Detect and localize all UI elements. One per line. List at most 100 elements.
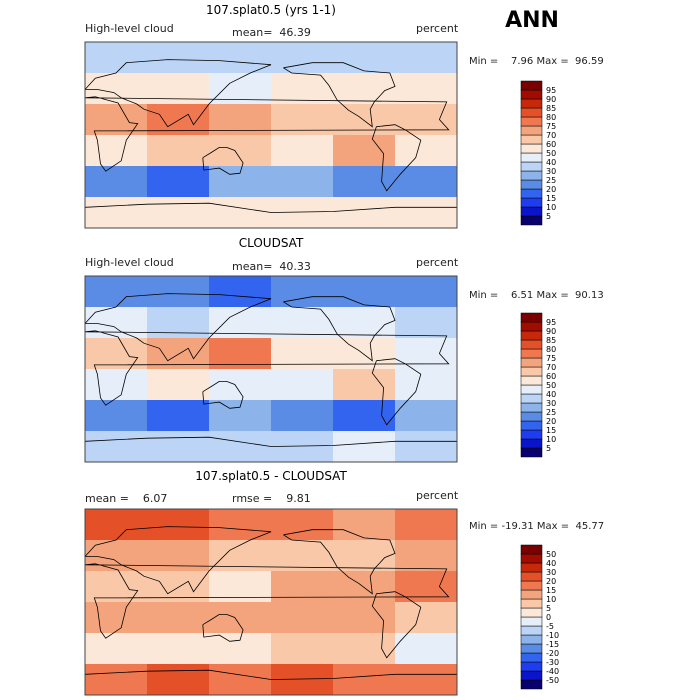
map-cell	[333, 197, 396, 229]
map-cell	[333, 166, 396, 198]
map-cell	[271, 633, 334, 665]
map-cell	[209, 602, 272, 634]
map-cell	[85, 338, 148, 370]
map-cell	[395, 135, 458, 167]
map-cell	[147, 307, 210, 339]
colorbar-swatch	[520, 215, 543, 226]
colorbar-swatch	[520, 125, 543, 136]
colorbar-swatch	[520, 652, 543, 663]
map-cell	[85, 104, 148, 136]
colorbar-swatch	[520, 411, 543, 422]
map-cell	[395, 540, 458, 572]
colorbar-tick-label: 15	[546, 194, 556, 203]
map-cell	[395, 197, 458, 229]
colorbar-swatch	[520, 616, 543, 627]
colorbar-tick-label: 10	[546, 595, 556, 604]
map-cell	[147, 73, 210, 105]
map-cell	[209, 369, 272, 401]
coastline	[84, 96, 450, 172]
map-cell	[333, 135, 396, 167]
colorbar-tick-label: -40	[546, 667, 559, 676]
map-cell	[147, 431, 210, 463]
map-cell	[395, 664, 458, 696]
panel-3-minmax: Min = -19.31 Max = 45.77	[469, 521, 605, 532]
colorbar-tick-label: 85	[546, 104, 556, 113]
colorbar-swatch	[520, 206, 543, 217]
colorbar-tick-label: 15	[546, 426, 556, 435]
colorbar-swatch	[520, 544, 543, 555]
map-cell	[333, 338, 396, 370]
map-cell	[85, 42, 148, 74]
panel-2-title: CLOUDSAT	[238, 236, 304, 250]
coastline	[283, 62, 396, 128]
map-cell	[147, 602, 210, 634]
coastline	[202, 614, 244, 642]
map-cell	[395, 571, 458, 603]
colorbar-tick-label: 20	[546, 577, 556, 586]
colorbar-tick-label: 30	[546, 568, 556, 577]
colorbar-tick-label: 15	[546, 586, 556, 595]
map-cell	[395, 431, 458, 463]
coastline	[84, 526, 272, 595]
coastline	[202, 380, 244, 409]
colorbar-swatch	[520, 438, 543, 449]
coastline	[84, 563, 450, 639]
map-cell	[209, 42, 272, 74]
map-cell	[271, 197, 334, 229]
map-cell	[333, 571, 396, 603]
map-cell	[147, 197, 210, 229]
coastline	[84, 330, 450, 406]
map-cell	[147, 42, 210, 74]
colorbar-swatch	[520, 679, 543, 690]
map-cell	[85, 664, 148, 696]
panel-3-title: 107.splat0.5 - CLOUDSAT	[195, 469, 347, 483]
colorbar-tick-label: 0	[546, 613, 551, 622]
colorbar-swatch	[520, 134, 543, 145]
colorbar-tick-label: 95	[546, 318, 556, 327]
colorbar-swatch	[520, 571, 543, 582]
map-cell	[333, 369, 396, 401]
colorbar-swatch	[520, 634, 543, 645]
map-cell	[85, 571, 148, 603]
map-cell	[333, 602, 396, 634]
map-cell	[147, 166, 210, 198]
coastline	[84, 293, 272, 362]
map-cell	[333, 664, 396, 696]
map-cell	[333, 400, 396, 432]
colorbar-swatch	[520, 562, 543, 573]
map-cell	[85, 431, 148, 463]
colorbar-swatch	[520, 357, 543, 368]
colorbar-tick-label: -50	[546, 676, 559, 685]
map-cell	[395, 400, 458, 432]
colorbar-tick-label: 70	[546, 131, 556, 140]
colorbar-swatch	[520, 366, 543, 377]
colorbar-swatch	[520, 98, 543, 109]
map-cell	[333, 276, 396, 308]
colorbar-swatch	[520, 661, 543, 672]
colorbar-swatch	[520, 312, 543, 323]
map-cell	[147, 509, 210, 541]
colorbar-tick-label: 75	[546, 354, 556, 363]
colorbar-tick-label: 75	[546, 122, 556, 131]
colorbar-swatch	[520, 607, 543, 618]
colorbar-tick-label: 20	[546, 185, 556, 194]
colorbar-swatch	[520, 580, 543, 591]
map-cell	[85, 602, 148, 634]
colorbar-swatch	[520, 116, 543, 127]
colorbar-tick-label: 60	[546, 140, 556, 149]
map-cell	[271, 369, 334, 401]
colorbar-swatch	[520, 179, 543, 190]
map-frame	[84, 41, 458, 229]
map-cell	[85, 400, 148, 432]
colorbar-swatch	[520, 107, 543, 118]
coastline	[371, 591, 422, 659]
colorbar-swatch	[520, 420, 543, 431]
map-cell	[209, 431, 272, 463]
map-cell	[209, 400, 272, 432]
map-cell	[147, 400, 210, 432]
panel-3-rmse-label: rmse = 9.81	[232, 492, 311, 505]
colorbar-tick-label: 5	[546, 444, 551, 453]
map-cell	[395, 633, 458, 665]
colorbar-tick-label: -15	[546, 640, 559, 649]
